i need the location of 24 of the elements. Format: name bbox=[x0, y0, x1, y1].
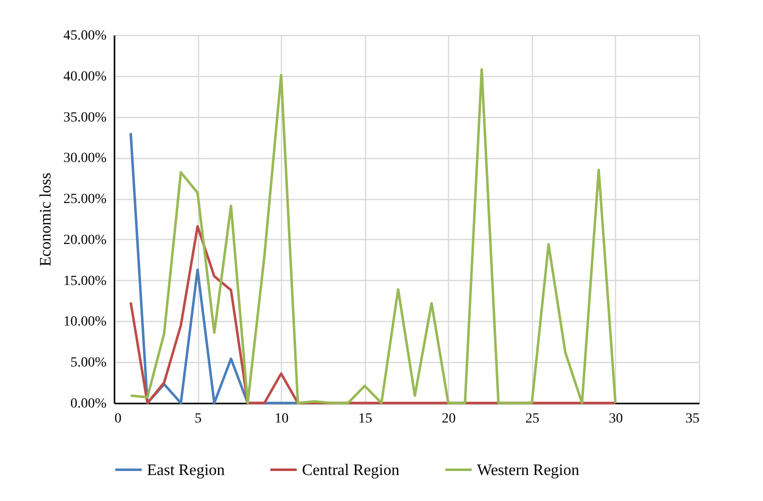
y-tick-label: 5.00% bbox=[70, 356, 107, 371]
y-tick-label: 30.00% bbox=[63, 151, 107, 166]
x-tick-label: 25 bbox=[525, 412, 540, 426]
x-tick-label: 0 bbox=[114, 412, 122, 426]
y-tick-label: 40.00% bbox=[63, 69, 107, 84]
y-tick-label: 20.00% bbox=[63, 232, 107, 248]
legend-label: East Region bbox=[147, 462, 225, 479]
line-series bbox=[129, 132, 300, 404]
x-tick-label: 35 bbox=[686, 412, 700, 426]
y-tick-label: 0.00% bbox=[70, 396, 107, 412]
x-tick-label: 5 bbox=[194, 412, 202, 426]
x-tick-label: 10 bbox=[274, 412, 289, 426]
x-tick-label: 15 bbox=[358, 412, 372, 426]
y-tick-label: 15.00% bbox=[63, 274, 107, 289]
legend-label: Central Region bbox=[302, 462, 400, 479]
y-tick-label: 35.00% bbox=[63, 110, 107, 126]
y-tick-label: 45.00% bbox=[63, 28, 107, 44]
x-tick-label: 30 bbox=[608, 412, 623, 426]
legend-label: Western Region bbox=[477, 462, 580, 479]
y-tick-label: 25.00% bbox=[63, 192, 107, 208]
x-tick-label: 20 bbox=[442, 412, 456, 426]
y-axis-title: Economic loss bbox=[37, 172, 54, 266]
y-tick-label: 10.00% bbox=[63, 314, 107, 330]
line-series bbox=[129, 68, 617, 404]
